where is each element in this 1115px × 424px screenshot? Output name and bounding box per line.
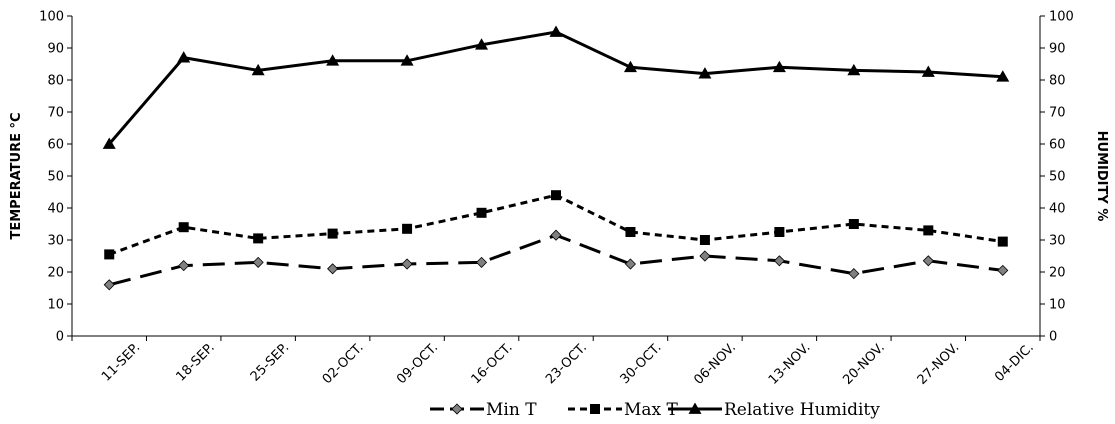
y-tick-label: 10 [47,298,64,313]
series-line-max-t [108,193,1003,256]
x-tick-label: 13-NOV. [766,340,814,388]
point-relative-humidity [475,38,489,50]
y-tick-label: 80 [47,74,64,89]
y-axis-title: TEMPERATURE °C [9,112,24,239]
x-tick-label: 25-SEP. [248,340,292,384]
point-relative-humidity [251,63,265,76]
y-tick-label: 60 [47,138,64,153]
point-relative-humidity [326,54,340,66]
point-min-t [401,258,413,270]
point-relative-humidity [996,70,1010,82]
point-relative-humidity [549,25,563,37]
point-min-t [103,279,115,291]
point-relative-humidity [847,63,861,76]
point-min-t [773,255,785,267]
y2-tick-label: 0 [1049,330,1057,345]
x-tick-label: 09-OCT. [394,340,441,387]
y-tick-label: 30 [47,234,64,249]
point-max-t [774,227,785,237]
point-min-t [848,268,860,280]
y2-tick-label: 50 [1049,170,1066,185]
point-relative-humidity [177,51,191,63]
point-min-t [475,256,488,268]
y2-tick-label: 90 [1049,42,1066,57]
point-max-t [997,236,1008,247]
point-max-t [551,190,561,201]
legend-marker-min-t [451,403,463,415]
point-min-t [327,263,339,275]
y-tick-label: 40 [47,202,64,217]
y2-tick-label: 80 [1049,74,1066,89]
y-tick-label: 20 [47,266,64,281]
series-line-relative-humidity [108,30,1003,145]
y2-tick-label: 100 [1049,10,1074,25]
point-relative-humidity [921,65,935,77]
series-line-min-t [108,233,1003,287]
y-tick-label: 70 [47,106,64,121]
point-min-t [922,255,934,267]
point-min-t [699,250,711,262]
y2-tick-label: 40 [1049,202,1066,217]
x-tick-label: 11-SEP. [99,340,143,384]
y-tick-label: 100 [39,10,64,25]
point-min-t [252,256,264,268]
y2-tick-label: 20 [1049,266,1066,281]
legend-marker-max-t [590,404,600,414]
point-max-t [104,249,115,260]
y2-tick-label: 60 [1049,138,1066,153]
x-tick-label: 04-DIC. [992,340,1037,385]
x-tick-label: 02-OCT. [320,340,367,387]
series-relative-humidity [102,25,1010,149]
legend-label-max-t: Max T [624,400,679,420]
legend-marker-relative-humidity [688,402,702,414]
x-tick-label: 16-OCT. [469,340,516,387]
point-relative-humidity [102,137,116,149]
y2-tick-label: 30 [1049,234,1066,249]
y-tick-label: 0 [56,330,64,345]
x-tick-label: 06-NOV. [691,340,739,388]
point-min-t [178,260,190,272]
y2-tick-label: 70 [1049,106,1066,121]
point-max-t [253,233,264,244]
point-relative-humidity [772,60,786,73]
point-min-t [550,229,562,241]
x-tick-label: 20-NOV. [840,340,888,388]
y-tick-label: 90 [47,42,64,57]
y-tick-label: 50 [47,170,64,185]
x-tick-label: 27-NOV. [915,340,963,388]
point-max-t [923,225,934,236]
point-max-t [327,228,338,239]
point-min-t [624,258,637,270]
point-relative-humidity [623,60,637,73]
y2-tick-label: 10 [1049,298,1066,313]
point-relative-humidity [698,67,712,79]
point-relative-humidity [400,54,414,66]
point-max-t [476,207,487,218]
point-max-t [848,219,859,229]
y2-axis-title: HUMIDITY % [1094,131,1109,222]
point-min-t [997,264,1009,276]
point-max-t [699,235,710,245]
legend-label-min-t: Min T [486,400,537,420]
point-max-t [625,227,636,237]
point-max-t [402,223,413,234]
series-max-t [104,190,1008,260]
legend-label-relative-humidity: Relative Humidity [724,400,880,420]
point-max-t [178,222,189,233]
x-tick-label: 18-SEP. [173,340,217,384]
x-tick-label: 23-OCT. [543,340,590,387]
series-min-t [103,229,1009,291]
series-layer [102,25,1010,291]
x-tick-label: 30-OCT. [618,340,665,387]
legend: Min T Max T Relative Humidity [430,400,880,420]
